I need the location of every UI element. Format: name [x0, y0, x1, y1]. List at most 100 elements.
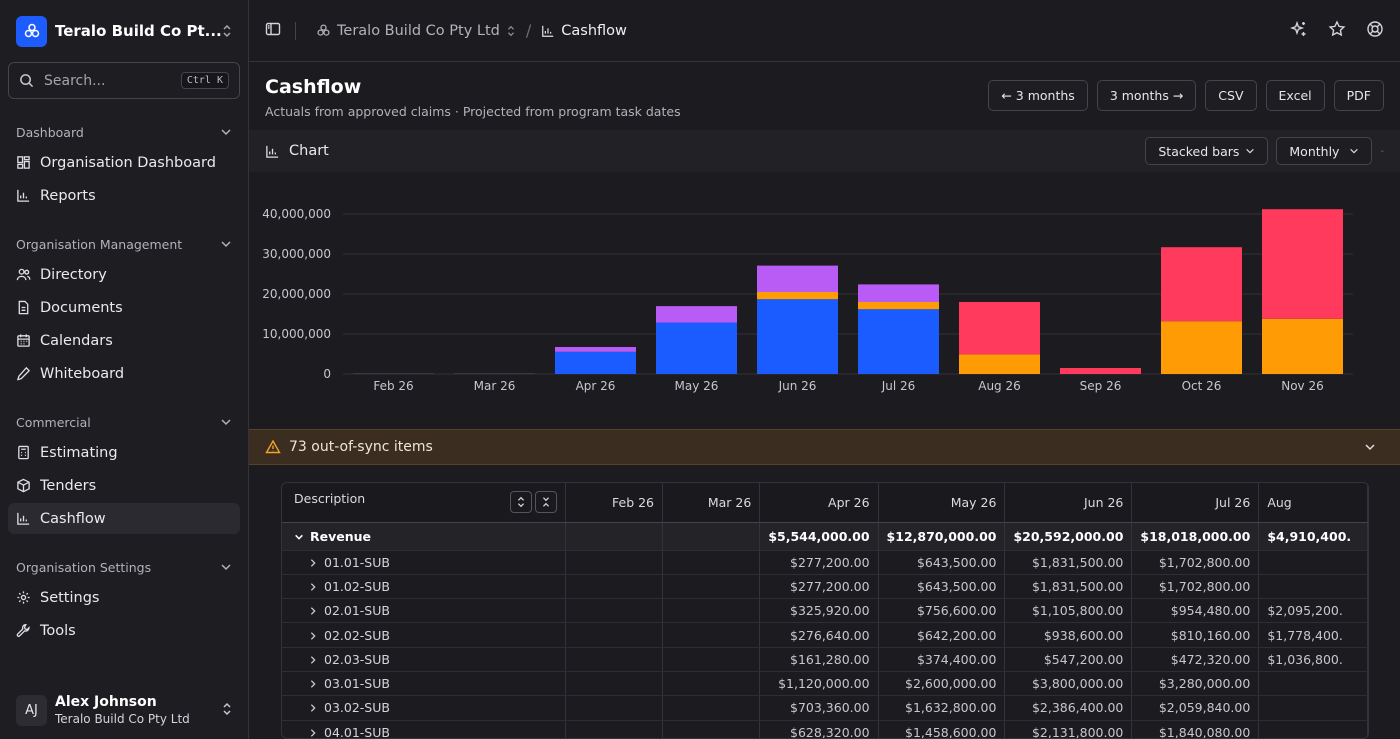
table-cell: $1,840,080.00	[1131, 720, 1260, 738]
bar-segment[interactable]	[656, 306, 737, 323]
period-select[interactable]: Monthly	[1276, 137, 1373, 165]
chart-panel-title[interactable]: Chart	[265, 143, 329, 159]
sidebar-item-whiteboard[interactable]: Whiteboard	[8, 358, 240, 389]
expand-all-icon[interactable]	[509, 491, 532, 514]
bar-segment[interactable]	[959, 354, 1040, 374]
bar-segment[interactable]	[959, 301, 1040, 355]
star-icon[interactable]	[1328, 19, 1346, 42]
sidebar-item-reports[interactable]: Reports	[8, 180, 240, 211]
section-header[interactable]: Dashboard	[0, 119, 248, 145]
section-header[interactable]: Commercial	[0, 409, 248, 435]
table-row[interactable]: 01.02-SUB $277,200.00 $643,500.00 $1,831,50…	[282, 574, 1368, 600]
prev-3-months-button[interactable]: ← 3 months	[988, 80, 1088, 111]
x-tick-label: Aug 26	[978, 379, 1021, 393]
sparkles-icon[interactable]	[1289, 20, 1308, 42]
column-header[interactable]: Feb 26	[565, 483, 664, 523]
table-row[interactable]: 02.01-SUB $325,920.00 $756,600.00 $1,105,80…	[282, 598, 1368, 624]
table-row[interactable]: 03.01-SUB $1,120,000.00 $2,600,000.00 $3,80…	[282, 671, 1368, 697]
section-header[interactable]: Organisation Management	[0, 231, 248, 257]
column-header[interactable]: Apr 26	[759, 483, 879, 523]
bar-segment[interactable]	[858, 309, 939, 374]
chart-type-select[interactable]: Stacked bars	[1145, 137, 1269, 165]
table-row[interactable]: 02.03-SUB $161,280.00 $374,400.00 $547,200.…	[282, 647, 1368, 672]
bar-segment[interactable]	[858, 302, 939, 310]
section-header[interactable]: Organisation Settings	[0, 554, 248, 580]
export-pdf-button[interactable]: PDF	[1333, 80, 1384, 111]
bar-segment[interactable]	[1161, 321, 1242, 374]
sidebar-toggle-icon[interactable]	[265, 21, 281, 41]
chevron-down-icon	[221, 129, 231, 136]
table-row[interactable]: 03.02-SUB $703,360.00 $1,632,800.00 $2,386,…	[282, 695, 1368, 721]
export-csv-button[interactable]: CSV	[1205, 80, 1257, 111]
next-3-months-button[interactable]: 3 months →	[1096, 80, 1197, 111]
collapse-all-icon[interactable]	[534, 491, 557, 514]
org-switcher[interactable]: Teralo Build Co Pt...	[0, 0, 248, 62]
row-label[interactable]: 03.02-SUB	[282, 695, 566, 721]
table-row-revenue[interactable]: Revenue $5,544,000.00 $12,870,000.00 $20,59…	[282, 522, 1368, 551]
bar-segment[interactable]	[1161, 247, 1242, 322]
sidebar-item-calendars[interactable]: Calendars	[8, 325, 240, 356]
row-label[interactable]: Revenue	[282, 522, 566, 551]
column-header[interactable]: Mar 26	[662, 483, 761, 523]
section-organisation-settings: Organisation Settings Settings Tools	[0, 554, 248, 646]
out-of-sync-banner[interactable]: 73 out-of-sync items	[249, 429, 1400, 465]
table-cell: $374,400.00	[878, 647, 1006, 672]
column-header[interactable]: Aug	[1258, 483, 1368, 523]
x-tick-label: Oct 26	[1182, 379, 1222, 393]
row-label[interactable]: 02.03-SUB	[282, 647, 566, 672]
sidebar-item-tools[interactable]: Tools	[8, 615, 240, 646]
bar-segment[interactable]	[555, 347, 636, 352]
bar-segment[interactable]	[656, 322, 737, 374]
export-excel-button[interactable]: Excel	[1265, 80, 1325, 111]
sidebar-item-estimating[interactable]: Estimating	[8, 437, 240, 468]
bar-segment[interactable]	[757, 265, 838, 292]
table-row[interactable]: 04.01-SUB $628,320.00 $1,458,600.00 $2,131,…	[282, 720, 1368, 738]
x-tick-label: Sep 26	[1080, 379, 1122, 393]
row-label[interactable]: 01.02-SUB	[282, 574, 566, 600]
table-row[interactable]: 01.01-SUB $277,200.00 $643,500.00 $1,831,50…	[282, 550, 1368, 575]
table-cell: $1,036,800.	[1258, 647, 1368, 672]
sidebar-item-directory[interactable]: Directory	[8, 259, 240, 290]
row-label[interactable]: 03.01-SUB	[282, 671, 566, 697]
table-row[interactable]: 02.02-SUB $276,640.00 $642,200.00 $938,600.…	[282, 622, 1368, 648]
chevron-down-icon	[1365, 444, 1375, 451]
row-label[interactable]: 02.01-SUB	[282, 598, 566, 624]
collapse-chart-icon[interactable]: ‐	[1380, 145, 1384, 157]
sidebar-item-organisation-dashboard[interactable]: Organisation Dashboard	[8, 147, 240, 178]
org-logo-icon	[16, 15, 47, 47]
bar-segment[interactable]	[1060, 368, 1141, 374]
table-cell: $1,702,800.00	[1131, 550, 1260, 575]
row-label[interactable]: 02.02-SUB	[282, 622, 566, 648]
column-header[interactable]: Jun 26	[1004, 483, 1133, 523]
row-label-text: Revenue	[310, 528, 372, 544]
table-cell: $18,018,000.00	[1131, 522, 1260, 551]
sidebar-item-settings[interactable]: Settings	[8, 582, 240, 613]
sidebar-item-documents[interactable]: Documents	[8, 292, 240, 323]
table-cell	[565, 574, 664, 600]
column-header[interactable]: May 26	[878, 483, 1006, 523]
breadcrumb-org[interactable]: Teralo Build Co Pty Ltd	[316, 23, 516, 39]
chevron-right-icon	[310, 656, 316, 664]
bar-segment[interactable]	[757, 299, 838, 374]
sidebar-item-cashflow[interactable]: Cashflow	[8, 503, 240, 534]
user-menu[interactable]: AJ Alex Johnson Teralo Build Co Pty Ltd	[0, 681, 248, 739]
chevron-down-icon	[221, 241, 231, 248]
bar-segment[interactable]	[757, 292, 838, 300]
column-header[interactable]: Jul 26	[1131, 483, 1260, 523]
row-label[interactable]: 04.01-SUB	[282, 720, 566, 738]
bar-segment[interactable]	[1262, 209, 1343, 319]
breadcrumb-page[interactable]: Cashflow	[541, 23, 627, 39]
row-label[interactable]: 01.01-SUB	[282, 550, 566, 575]
help-icon[interactable]	[1366, 20, 1384, 42]
table-cell: $643,500.00	[878, 574, 1006, 600]
table-cell: $954,480.00	[1131, 598, 1260, 624]
bar-segment[interactable]	[1262, 318, 1343, 374]
bar-segment[interactable]	[858, 284, 939, 302]
sidebar-item-label: Calendars	[40, 332, 113, 349]
search-input[interactable]: Search... Ctrl K	[8, 62, 240, 99]
page-subtitle: Actuals from approved claims · Projected…	[265, 104, 681, 119]
sidebar-item-tenders[interactable]: Tenders	[8, 470, 240, 501]
x-tick-label: Jul 26	[881, 379, 916, 393]
bar-segment[interactable]	[555, 351, 636, 374]
table-cell	[1258, 671, 1368, 697]
